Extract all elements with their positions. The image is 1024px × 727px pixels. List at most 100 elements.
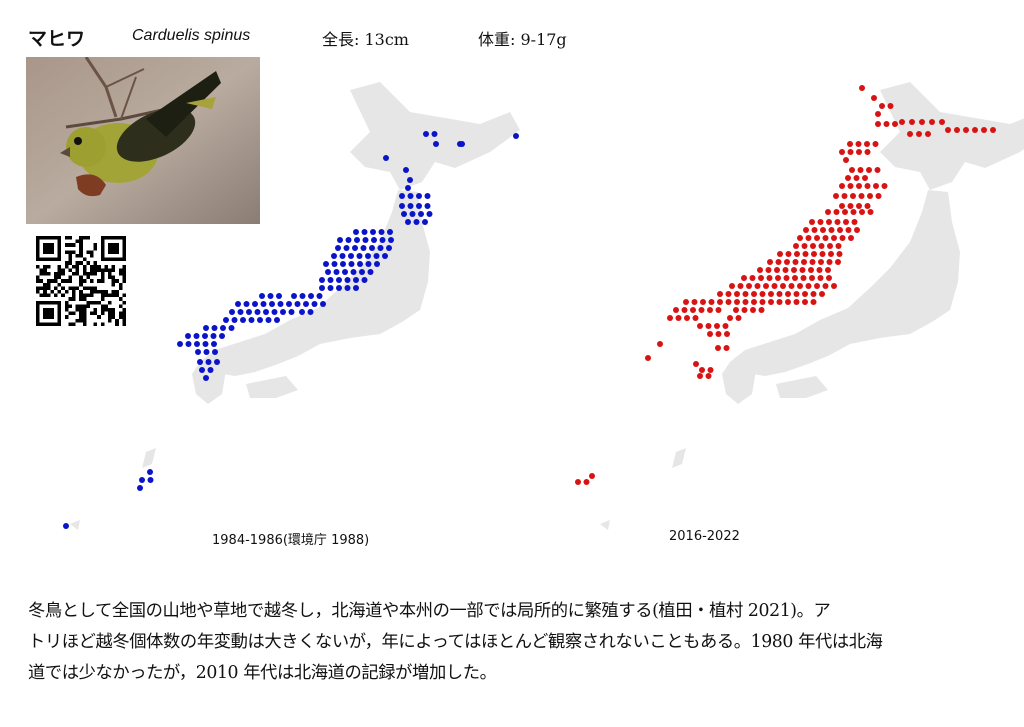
occurrence-dot xyxy=(801,259,807,265)
occurrence-dot xyxy=(348,253,354,259)
occurrence-dot xyxy=(793,299,800,305)
occurrence-dot xyxy=(771,283,778,289)
occurrence-dot xyxy=(211,341,217,347)
occurrence-dot xyxy=(741,307,748,313)
occurrence-dot xyxy=(683,299,689,305)
occurrence-dot xyxy=(246,309,252,315)
occurrence-dot xyxy=(348,261,355,267)
occurrence-dot xyxy=(867,193,873,199)
occurrence-dot xyxy=(907,131,913,137)
land-mass xyxy=(776,376,828,398)
occurrence-dot xyxy=(780,283,786,289)
occurrence-dot xyxy=(583,479,590,485)
occurrence-dot xyxy=(981,127,987,133)
occurrence-dot xyxy=(881,183,888,189)
occurrence-dot xyxy=(835,259,841,265)
occurrence-dot xyxy=(433,141,439,147)
occurrence-dot xyxy=(223,317,229,323)
occurrence-dot xyxy=(810,291,817,297)
occurrence-dot xyxy=(407,203,414,209)
occurrence-dot xyxy=(399,203,405,209)
occurrence-dot xyxy=(344,277,351,283)
occurrence-dot xyxy=(814,235,820,241)
occurrence-dot xyxy=(939,119,945,125)
occurrence-dot xyxy=(805,283,812,289)
occurrence-dot xyxy=(308,293,314,299)
occurrence-dot xyxy=(725,299,732,305)
occurrence-dot xyxy=(822,283,829,289)
occurrence-dot xyxy=(260,301,267,307)
occurrence-dot xyxy=(801,243,808,249)
occurrence-dot xyxy=(850,209,857,215)
occurrence-dot xyxy=(725,291,732,297)
occurrence-dot xyxy=(724,331,730,337)
occurrence-dot xyxy=(817,219,824,225)
occurrence-dot xyxy=(367,269,374,275)
occurrence-dot xyxy=(353,285,359,291)
distribution-map-1984-1986 xyxy=(50,72,550,542)
occurrence-dot xyxy=(294,301,301,307)
occurrence-dot xyxy=(990,127,996,133)
occurrence-dot xyxy=(842,209,848,215)
occurrence-dot xyxy=(859,85,865,91)
occurrence-dot xyxy=(350,269,357,275)
occurrence-dot xyxy=(763,283,769,289)
land-mass xyxy=(880,82,1024,190)
occurrence-dot xyxy=(715,331,722,337)
occurrence-dot xyxy=(413,219,420,225)
occurrence-dot xyxy=(359,269,365,275)
occurrence-dot xyxy=(883,121,890,127)
occurrence-dot xyxy=(705,323,712,329)
occurrence-dot xyxy=(248,317,255,323)
occurrence-dot xyxy=(693,361,699,367)
occurrence-dot xyxy=(843,157,849,163)
occurrence-dot xyxy=(405,219,411,225)
occurrence-dot xyxy=(203,325,209,331)
occurrence-dot xyxy=(766,275,773,281)
occurrence-dot xyxy=(875,193,882,199)
occurrence-dot xyxy=(810,299,817,305)
occurrence-dot xyxy=(700,299,706,305)
occurrence-dot xyxy=(207,367,214,373)
occurrence-dot xyxy=(839,235,846,241)
description-line: トリほど越冬個体数の年変動は大きくないが，年によってはほとんど観察されないことも… xyxy=(28,632,883,652)
occurrence-dot xyxy=(816,267,823,273)
occurrence-dot xyxy=(409,211,416,217)
occurrence-dot xyxy=(785,291,791,297)
occurrence-dot xyxy=(784,259,790,265)
occurrence-dot xyxy=(203,349,210,355)
occurrence-dot xyxy=(423,131,429,137)
occurrence-dot xyxy=(945,127,951,133)
occurrence-dot xyxy=(353,229,359,235)
occurrence-dot xyxy=(691,299,698,305)
occurrence-dot xyxy=(361,277,368,283)
occurrence-dot xyxy=(405,185,411,191)
occurrence-dot xyxy=(802,251,809,257)
occurrence-dot xyxy=(856,183,862,189)
occurrence-dot xyxy=(811,227,818,233)
occurrence-dot xyxy=(193,333,200,339)
land-mass xyxy=(672,448,686,468)
occurrence-dot xyxy=(841,193,848,199)
occurrence-dot xyxy=(954,127,960,133)
distribution-map-2016-2022 xyxy=(560,72,1024,542)
occurrence-dot xyxy=(424,193,431,199)
occurrence-dot xyxy=(845,175,851,181)
occurrence-dot xyxy=(325,269,331,275)
land-mass xyxy=(246,376,298,398)
occurrence-dot xyxy=(424,203,431,209)
occurrence-dot xyxy=(746,283,752,289)
land-mass xyxy=(722,362,756,404)
occurrence-dot xyxy=(229,309,235,315)
occurrence-dot xyxy=(817,275,824,281)
qr-code-icon[interactable] xyxy=(36,236,126,326)
occurrence-dot xyxy=(307,309,314,315)
japan-land-silhouette xyxy=(70,82,520,530)
occurrence-dot xyxy=(684,315,690,321)
occurrence-dot xyxy=(749,275,756,281)
occurrence-dot xyxy=(699,367,705,373)
occurrence-dot xyxy=(303,301,309,307)
occurrence-dot xyxy=(705,373,712,379)
occurrence-dot xyxy=(177,341,183,347)
occurrence-dot xyxy=(331,261,338,267)
